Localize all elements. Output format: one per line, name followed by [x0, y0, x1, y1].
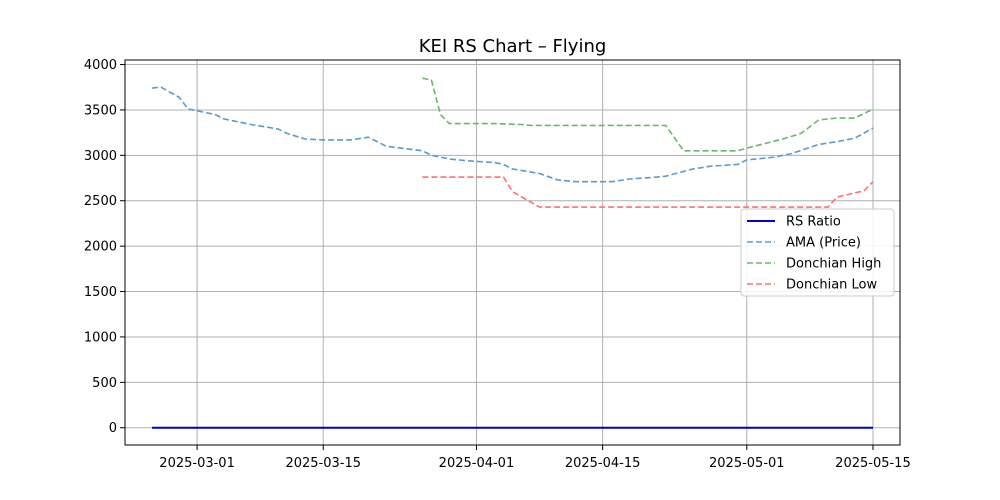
y-tick-label: 2000 [84, 240, 117, 255]
x-tick-label: 2025-05-01 [709, 456, 785, 471]
legend-label-ama-price: AMA (Price) [786, 236, 861, 251]
x-tick-label: 2025-05-15 [835, 456, 911, 471]
legend-label-donchian-high: Donchian High [786, 257, 881, 272]
legend: RS Ratio AMA (Price) Donchian High Donchian… [740, 208, 895, 297]
x-tick-label: 2025-03-01 [159, 456, 235, 471]
series-line-donchian-low [422, 176, 874, 208]
series-line-ama-price [151, 86, 874, 183]
y-tick-label: 1000 [84, 330, 117, 345]
y-tick-label: 0 [109, 421, 117, 436]
series-line-donchian-high [422, 77, 874, 152]
legend-label-donchian-low: Donchian Low [786, 278, 878, 293]
y-tick-label: 1500 [84, 285, 117, 300]
y-tick-label: 500 [92, 376, 117, 391]
x-tick-label: 2025-03-15 [285, 456, 361, 471]
axes: 2025-03-01 2025-03-15 2025-04-01 2025-04-15… [84, 58, 911, 471]
y-tick-label: 4000 [84, 58, 117, 73]
x-tick-label: 2025-04-01 [439, 456, 515, 471]
series-lines [151, 77, 874, 429]
legend-box [740, 208, 895, 297]
chart-title: KEI RS Chart – Flying [419, 36, 607, 57]
plot-frame [124, 59, 901, 446]
y-tick-label: 3000 [84, 149, 117, 164]
x-tick-label: 2025-04-15 [565, 456, 641, 471]
y-tick-label: 2500 [84, 194, 117, 209]
legend-label-rs-ratio: RS Ratio [786, 215, 841, 230]
y-tick-label: 3500 [84, 103, 117, 118]
